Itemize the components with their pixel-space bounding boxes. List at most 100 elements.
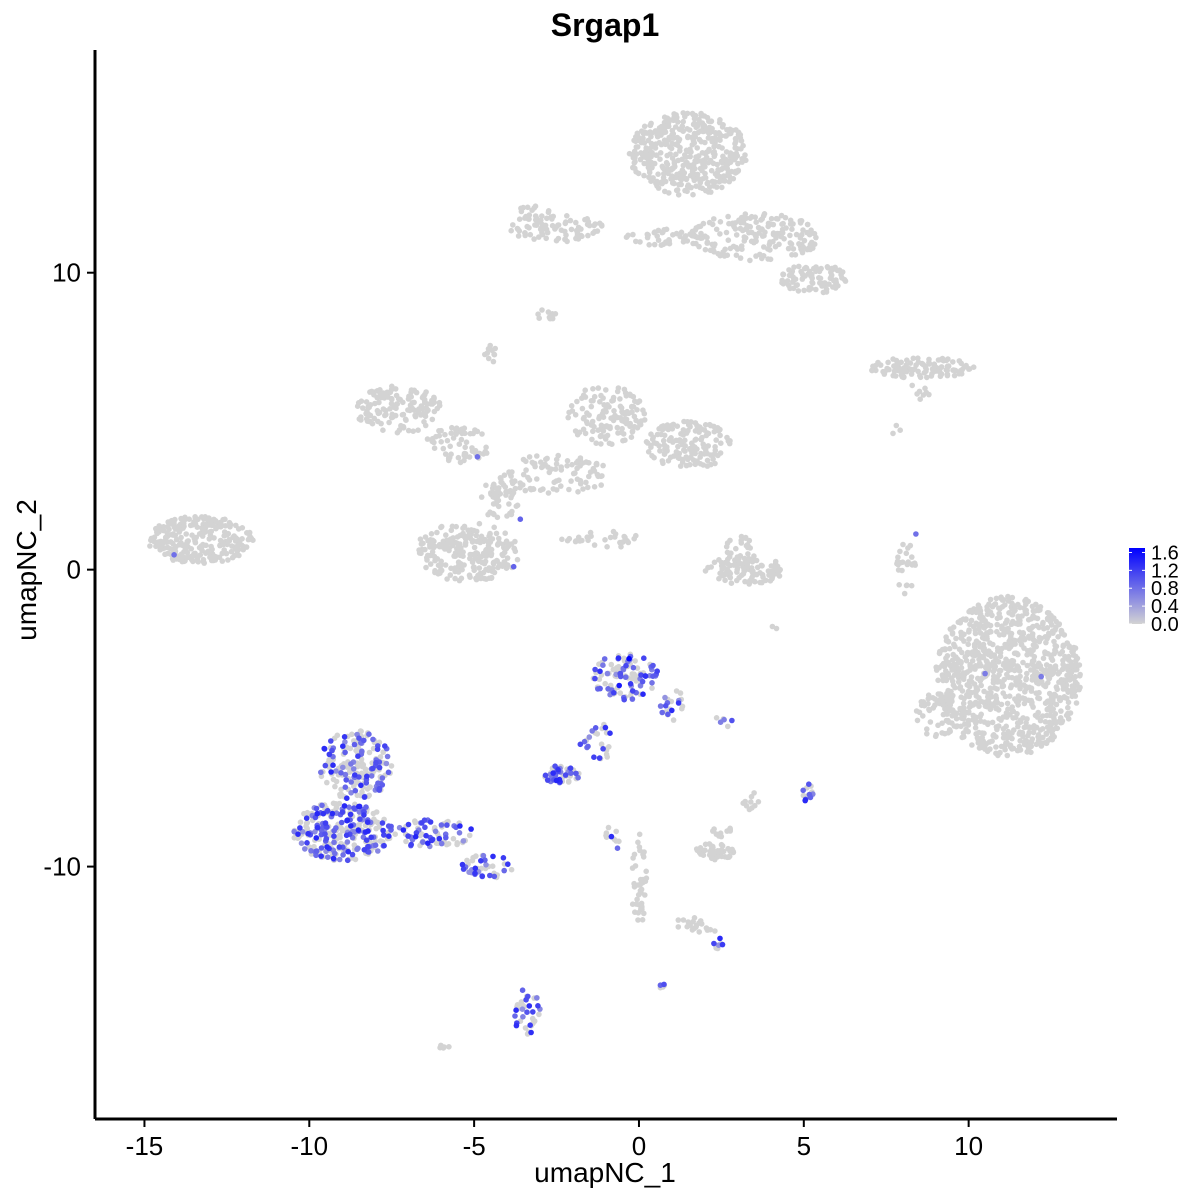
cell-point: [468, 826, 474, 832]
cell-point: [379, 775, 386, 781]
cell-point: [342, 749, 348, 756]
cell-point: [553, 224, 560, 230]
cell-point: [634, 425, 641, 431]
cell-point: [994, 726, 1000, 733]
cell-point: [940, 702, 946, 708]
cell-point: [423, 832, 429, 839]
cell-point: [370, 736, 376, 743]
cell-point: [684, 159, 690, 166]
cell-point: [747, 577, 753, 584]
cell-point: [901, 590, 908, 597]
cell-point: [813, 286, 819, 293]
cell-point: [729, 220, 735, 227]
cell-point: [670, 165, 676, 172]
cell-point: [448, 430, 455, 437]
cell-point: [520, 471, 527, 478]
cell-point: [796, 263, 802, 270]
cell-point: [450, 435, 457, 441]
cell-point: [631, 137, 637, 144]
cell-point: [372, 400, 378, 407]
cell-point: [686, 127, 693, 133]
cell-point: [713, 437, 719, 443]
cell-point: [485, 346, 492, 352]
cell-point: [460, 866, 467, 872]
cell-point: [699, 150, 706, 156]
cell-point: [418, 541, 425, 547]
cell-point: [964, 669, 971, 675]
cell-point: [437, 570, 443, 576]
cell-point: [424, 557, 430, 563]
cell-point: [636, 831, 643, 838]
cell-point: [579, 395, 585, 402]
cell-point: [757, 579, 763, 586]
cell-point: [1033, 741, 1040, 748]
cell-point: [381, 842, 387, 849]
cell-point: [147, 543, 153, 549]
cell-point: [614, 845, 621, 851]
cell-point: [893, 363, 900, 370]
cell-point: [911, 560, 918, 566]
cell-point: [343, 777, 350, 783]
cell-point: [438, 1042, 444, 1049]
cell-point: [326, 757, 332, 763]
cell-point: [364, 773, 370, 780]
cell-point: [986, 739, 993, 745]
cell-point: [642, 878, 649, 885]
cell-point: [585, 537, 591, 544]
cell-point: [795, 288, 802, 294]
cell-point: [368, 773, 375, 779]
cell-point: [1023, 601, 1029, 608]
cell-point: [690, 162, 697, 168]
cell-point: [392, 831, 399, 837]
cell-point: [462, 444, 469, 451]
cell-point: [527, 231, 534, 238]
cell-point: [340, 852, 346, 858]
cell-point: [567, 765, 574, 771]
cell-point: [529, 459, 536, 466]
cell-point: [1041, 682, 1047, 688]
cell-point: [478, 494, 485, 500]
cell-point: [1014, 711, 1020, 717]
cell-point: [991, 732, 997, 738]
cell-point: [790, 279, 796, 285]
cell-point: [611, 690, 617, 696]
cell-point: [809, 279, 815, 286]
cell-point: [530, 1009, 536, 1015]
cell-point: [451, 553, 457, 559]
cell-point: [344, 839, 351, 845]
cell-point: [1015, 667, 1021, 673]
cell-point: [518, 205, 524, 212]
cell-point: [664, 444, 670, 450]
cell-point: [1046, 675, 1053, 681]
cell-point: [444, 576, 450, 582]
cell-point: [1005, 661, 1012, 667]
cell-point: [488, 575, 495, 581]
cell-point: [1017, 685, 1023, 692]
cell-point: [714, 854, 721, 860]
cell-point: [386, 833, 392, 839]
cell-point: [684, 238, 691, 244]
cell-point: [938, 694, 944, 701]
cell-point: [229, 554, 236, 561]
cell-point: [491, 351, 497, 358]
cell-point: [471, 527, 477, 534]
cell-point: [429, 401, 436, 407]
cell-point: [1004, 617, 1010, 623]
cell-point: [1045, 651, 1051, 657]
cell-point: [721, 716, 727, 723]
cell-point: [623, 674, 629, 680]
cell-point: [604, 544, 610, 550]
cell-point: [627, 392, 634, 399]
cell-point: [1066, 688, 1072, 694]
cell-point: [960, 700, 967, 707]
cell-point: [638, 128, 645, 134]
cell-point: [532, 203, 539, 209]
cell-point: [1048, 655, 1055, 662]
cell-point: [346, 804, 352, 810]
cell-point: [365, 828, 371, 834]
cell-point: [466, 832, 473, 839]
cell-point: [586, 473, 592, 480]
cell-point: [392, 386, 399, 392]
cell-point: [674, 187, 681, 193]
cell-point: [360, 405, 366, 411]
